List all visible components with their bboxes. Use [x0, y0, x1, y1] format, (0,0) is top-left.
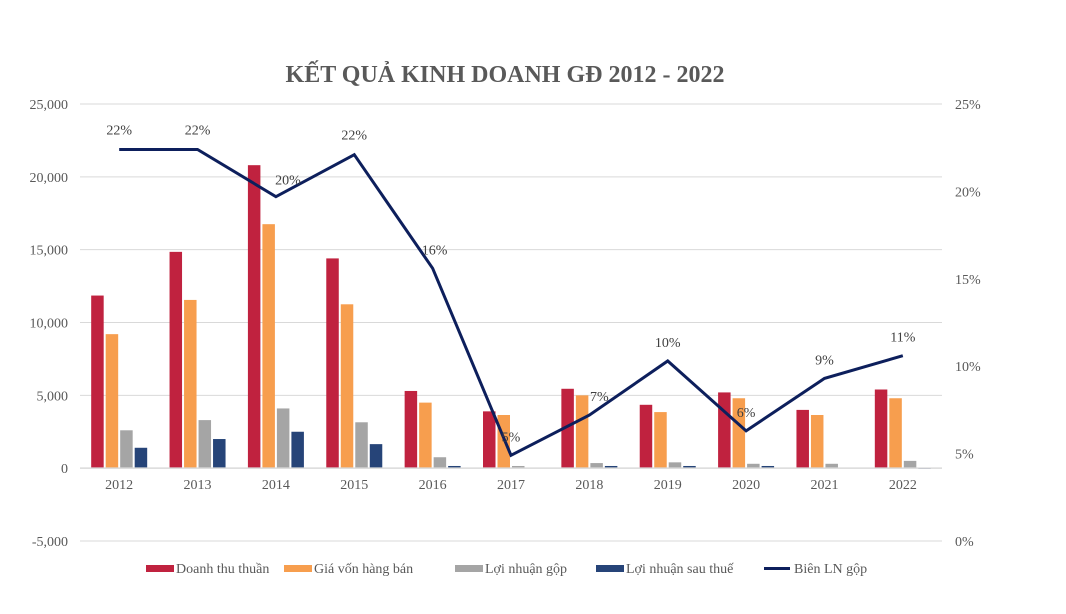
bar-lợi-nhuận-gộp-2022 [903, 460, 917, 469]
legend-item: Doanh thu thuần [146, 562, 269, 577]
legend-item: Biên LN gộp [764, 562, 867, 577]
y-tick-label: 10,000 [30, 317, 69, 332]
bar-lợi-nhuận-gộp-2016 [433, 457, 447, 469]
bar-lợi-nhuận-gộp-2021 [825, 463, 838, 469]
data-label: 11% [890, 331, 915, 346]
x-tick-label: 2021 [810, 478, 838, 493]
bar-giá-vốn-hàng-bán-2013 [184, 299, 197, 469]
y2-tick-label: 25% [955, 98, 981, 113]
margin-line: 22% 22% 20% 22% 16% 5% 7% 10% 6% 9% 11% [106, 123, 916, 458]
data-label: 7% [590, 390, 609, 405]
data-label: 22% [185, 123, 211, 138]
data-label: 22% [106, 123, 132, 138]
bar-doanh-thu-thuần-2022 [874, 389, 888, 469]
legend-swatch [284, 565, 312, 572]
legend-label: Lợi nhuận gộp [485, 562, 567, 577]
legend: Doanh thu thuần Giá vốn hàng bán Lợi nhuận… [146, 562, 867, 577]
bar-lợi-nhuận-sau-thuế-2013 [213, 439, 226, 469]
y2-tick-label: 15% [955, 273, 981, 288]
y-tick-label: -5,000 [32, 535, 68, 550]
data-label: 22% [341, 129, 367, 144]
left-axis-ticks: -5,000 0 5,000 10,000 15,000 20,000 25,000 [30, 98, 69, 550]
bar-lợi-nhuận-sau-thuế-2019 [683, 465, 696, 469]
gridlines [80, 103, 942, 542]
bar-lợi-nhuận-sau-thuế-2014 [291, 431, 304, 469]
bar-doanh-thu-thuần-2021 [796, 409, 809, 469]
line-biên-ln-gộp [119, 147, 904, 458]
x-tick-label: 2015 [340, 478, 368, 493]
y2-tick-label: 20% [955, 185, 981, 200]
legend-swatch [146, 565, 174, 572]
bar-giá-vốn-hàng-bán-2022 [889, 398, 902, 469]
bar-lợi-nhuận-sau-thuế-2018 [604, 465, 618, 469]
bar-doanh-thu-thuần-2018 [561, 388, 574, 469]
bar-lợi-nhuận-gộp-2020 [747, 463, 760, 469]
bar-giá-vốn-hàng-bán-2016 [419, 402, 432, 469]
bar-giá-vốn-hàng-bán-2019 [654, 412, 667, 469]
x-tick-label: 2020 [732, 478, 760, 493]
legend-swatch [455, 565, 483, 572]
y-tick-label: 0 [61, 462, 68, 477]
x-tick-label: 2013 [184, 478, 212, 493]
data-label: 6% [737, 406, 756, 421]
x-tick-label: 2019 [654, 478, 682, 493]
x-tick-label: 2018 [575, 478, 603, 493]
bar-doanh-thu-thuần-2014 [247, 165, 261, 469]
x-tick-label: 2016 [419, 478, 447, 493]
y-tick-label: 20,000 [30, 171, 69, 186]
bar-lợi-nhuận-sau-thuế-2015 [369, 444, 383, 469]
legend-label: Lợi nhuận sau thuế [626, 562, 734, 577]
x-tick-label: 2022 [889, 478, 917, 493]
bar-giá-vốn-hàng-bán-2014 [262, 224, 275, 469]
legend-label: Biên LN gộp [794, 562, 867, 577]
chart-title: KẾT QUẢ KINH DOANH GĐ 2012 - 2022 [286, 61, 725, 88]
bar-lợi-nhuận-gộp-2014 [276, 408, 290, 469]
legend-item: Lợi nhuận gộp [455, 562, 567, 577]
y-tick-label: 5,000 [37, 389, 69, 404]
right-axis-ticks: 0% 5% 10% 15% 20% 25% [955, 98, 981, 550]
bar-lợi-nhuận-sau-thuế-2012 [134, 447, 148, 469]
bar-doanh-thu-thuần-2016 [404, 390, 418, 469]
bar-giá-vốn-hàng-bán-2015 [340, 304, 354, 469]
bar-doanh-thu-thuần-2019 [639, 404, 653, 469]
bar-doanh-thu-thuần-2020 [718, 392, 731, 469]
x-tick-label: 2017 [497, 478, 525, 493]
bar-giá-vốn-hàng-bán-2012 [105, 334, 119, 469]
x-axis-ticks: 2012 2013 2014 2015 2016 2017 2018 2019 2020 2021… [105, 478, 917, 493]
bar-giá-vốn-hàng-bán-2021 [810, 414, 824, 469]
legend-label: Giá vốn hàng bán [314, 562, 413, 577]
bar-lợi-nhuận-gộp-2017 [512, 465, 525, 469]
data-label: 20% [275, 174, 301, 189]
bar-lợi-nhuận-gộp-2012 [120, 430, 133, 469]
bar-giá-vốn-hàng-bán-2018 [575, 395, 589, 469]
bar-lợi-nhuận-gộp-2018 [590, 463, 603, 469]
bar-lợi-nhuận-gộp-2019 [668, 462, 682, 469]
bars [91, 165, 931, 469]
data-label: 10% [655, 336, 681, 351]
bar-lợi-nhuận-gộp-2015 [355, 422, 368, 469]
y2-tick-label: 10% [955, 360, 981, 375]
bar-doanh-thu-thuần-2013 [169, 251, 183, 469]
x-tick-label: 2014 [262, 478, 290, 493]
bar-doanh-thu-thuần-2012 [91, 295, 104, 469]
data-label: 9% [815, 353, 834, 368]
bar-lợi-nhuận-gộp-2013 [198, 420, 212, 469]
x-tick-label: 2012 [105, 478, 133, 493]
legend-item: Lợi nhuận sau thuế [596, 562, 734, 577]
bar-doanh-thu-thuần-2015 [326, 258, 339, 469]
y-tick-label: 15,000 [30, 244, 69, 259]
bar-doanh-thu-thuần-2017 [483, 411, 496, 469]
y2-tick-label: 5% [955, 448, 974, 463]
legend-label: Doanh thu thuần [176, 562, 269, 577]
bar-giá-vốn-hàng-bán-2020 [732, 398, 746, 469]
data-label: 16% [422, 243, 448, 258]
y2-tick-label: 0% [955, 535, 974, 550]
data-label: 5% [502, 430, 521, 445]
legend-item: Giá vốn hàng bán [284, 562, 413, 577]
legend-swatch [596, 565, 624, 572]
y-tick-label: 25,000 [30, 98, 69, 113]
bar-lợi-nhuận-sau-thuế-2020 [761, 465, 775, 469]
bar-lợi-nhuận-sau-thuế-2016 [448, 465, 461, 469]
